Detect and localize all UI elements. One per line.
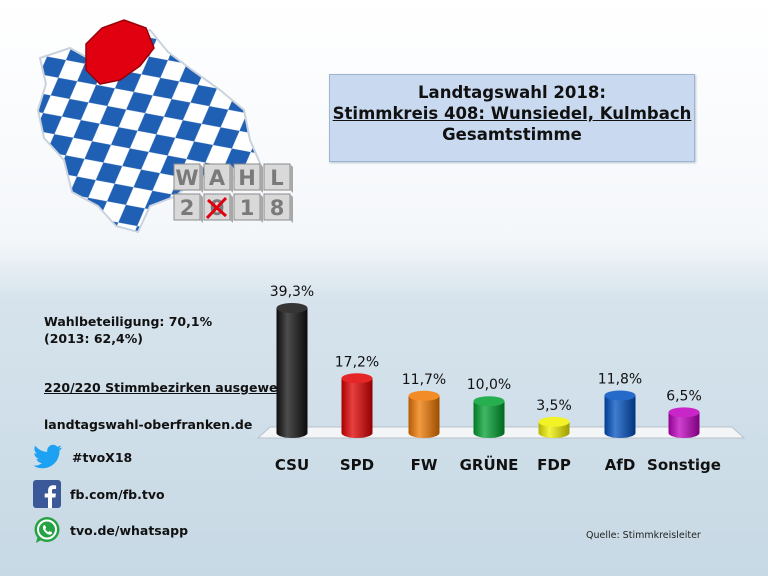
wahl-2018-logo: W A H L2 0 1 8 (173, 163, 293, 223)
category-label: CSU (275, 456, 309, 474)
whatsapp-row: tvo.de/whatsapp (33, 516, 188, 544)
title-line-1: Landtagswahl 2018: (418, 83, 606, 102)
facebook-row: fb.com/fb.tvo (33, 480, 165, 508)
source-note: Quelle: Stimmkreisleiter (586, 530, 701, 541)
website-text: landtagswahl-oberfranken.de (44, 417, 253, 432)
bavaria-map (36, 19, 264, 234)
title-line-2: Stimmkreis 408: Wunsiedel, Kulmbach (332, 104, 692, 123)
logo-letter: W (175, 166, 198, 190)
title-box: Landtagswahl 2018: Stimmkreis 408: Wunsi… (329, 74, 695, 162)
logo-letter: 1 (240, 196, 255, 220)
title-line-3: Gesamtstimme (442, 125, 582, 144)
category-label: Sonstige (647, 456, 721, 474)
districts-counted-text: 220/220 Stimmbezirken ausgewertet (44, 380, 305, 395)
logo-cube (173, 193, 201, 221)
category-label: AfD (605, 456, 636, 474)
facebook-link: fb.com/fb.tvo (70, 486, 165, 502)
logo-cube (203, 163, 231, 191)
bar-sonstige (668, 407, 700, 438)
logo-cross-mark (205, 196, 228, 220)
twitter-row: #tvoX18 (33, 444, 132, 470)
logo-cube (233, 163, 261, 191)
bar-spd (341, 373, 373, 438)
value-label: 3,5% (536, 398, 572, 414)
whatsapp-icon (34, 517, 60, 543)
value-label: 11,7% (402, 372, 446, 388)
twitter-icon (33, 444, 62, 469)
logo-letter: 2 (180, 196, 195, 220)
category-label: FDP (537, 456, 571, 474)
bar-afd (604, 390, 636, 438)
logo-letter: L (270, 166, 283, 190)
logo-cube (263, 163, 291, 191)
facebook-icon (33, 480, 61, 508)
logo-letter: 8 (270, 196, 285, 220)
bar-fdp (538, 416, 570, 438)
bar-grüne (473, 396, 505, 438)
bar-fw (408, 390, 440, 438)
twitter-handle: #tvoX18 (72, 449, 133, 465)
logo-letter: A (209, 166, 226, 190)
turnout-previous-text: (2013: 62,4%) (44, 331, 143, 346)
category-label: FW (411, 456, 438, 474)
value-label: 17,2% (335, 354, 379, 370)
value-label: 6,5% (666, 388, 702, 404)
bar-csu (276, 303, 308, 438)
value-label: 10,0% (467, 377, 511, 393)
logo-letter: H (238, 166, 256, 190)
value-label: 11,8% (598, 371, 642, 387)
value-label: 39,3% (270, 284, 314, 300)
category-label: SPD (340, 456, 374, 474)
whatsapp-link: tvo.de/whatsapp (70, 522, 189, 538)
category-label: GRÜNE (460, 455, 519, 474)
turnout-text: Wahlbeteiligung: 70,1% (44, 314, 213, 329)
